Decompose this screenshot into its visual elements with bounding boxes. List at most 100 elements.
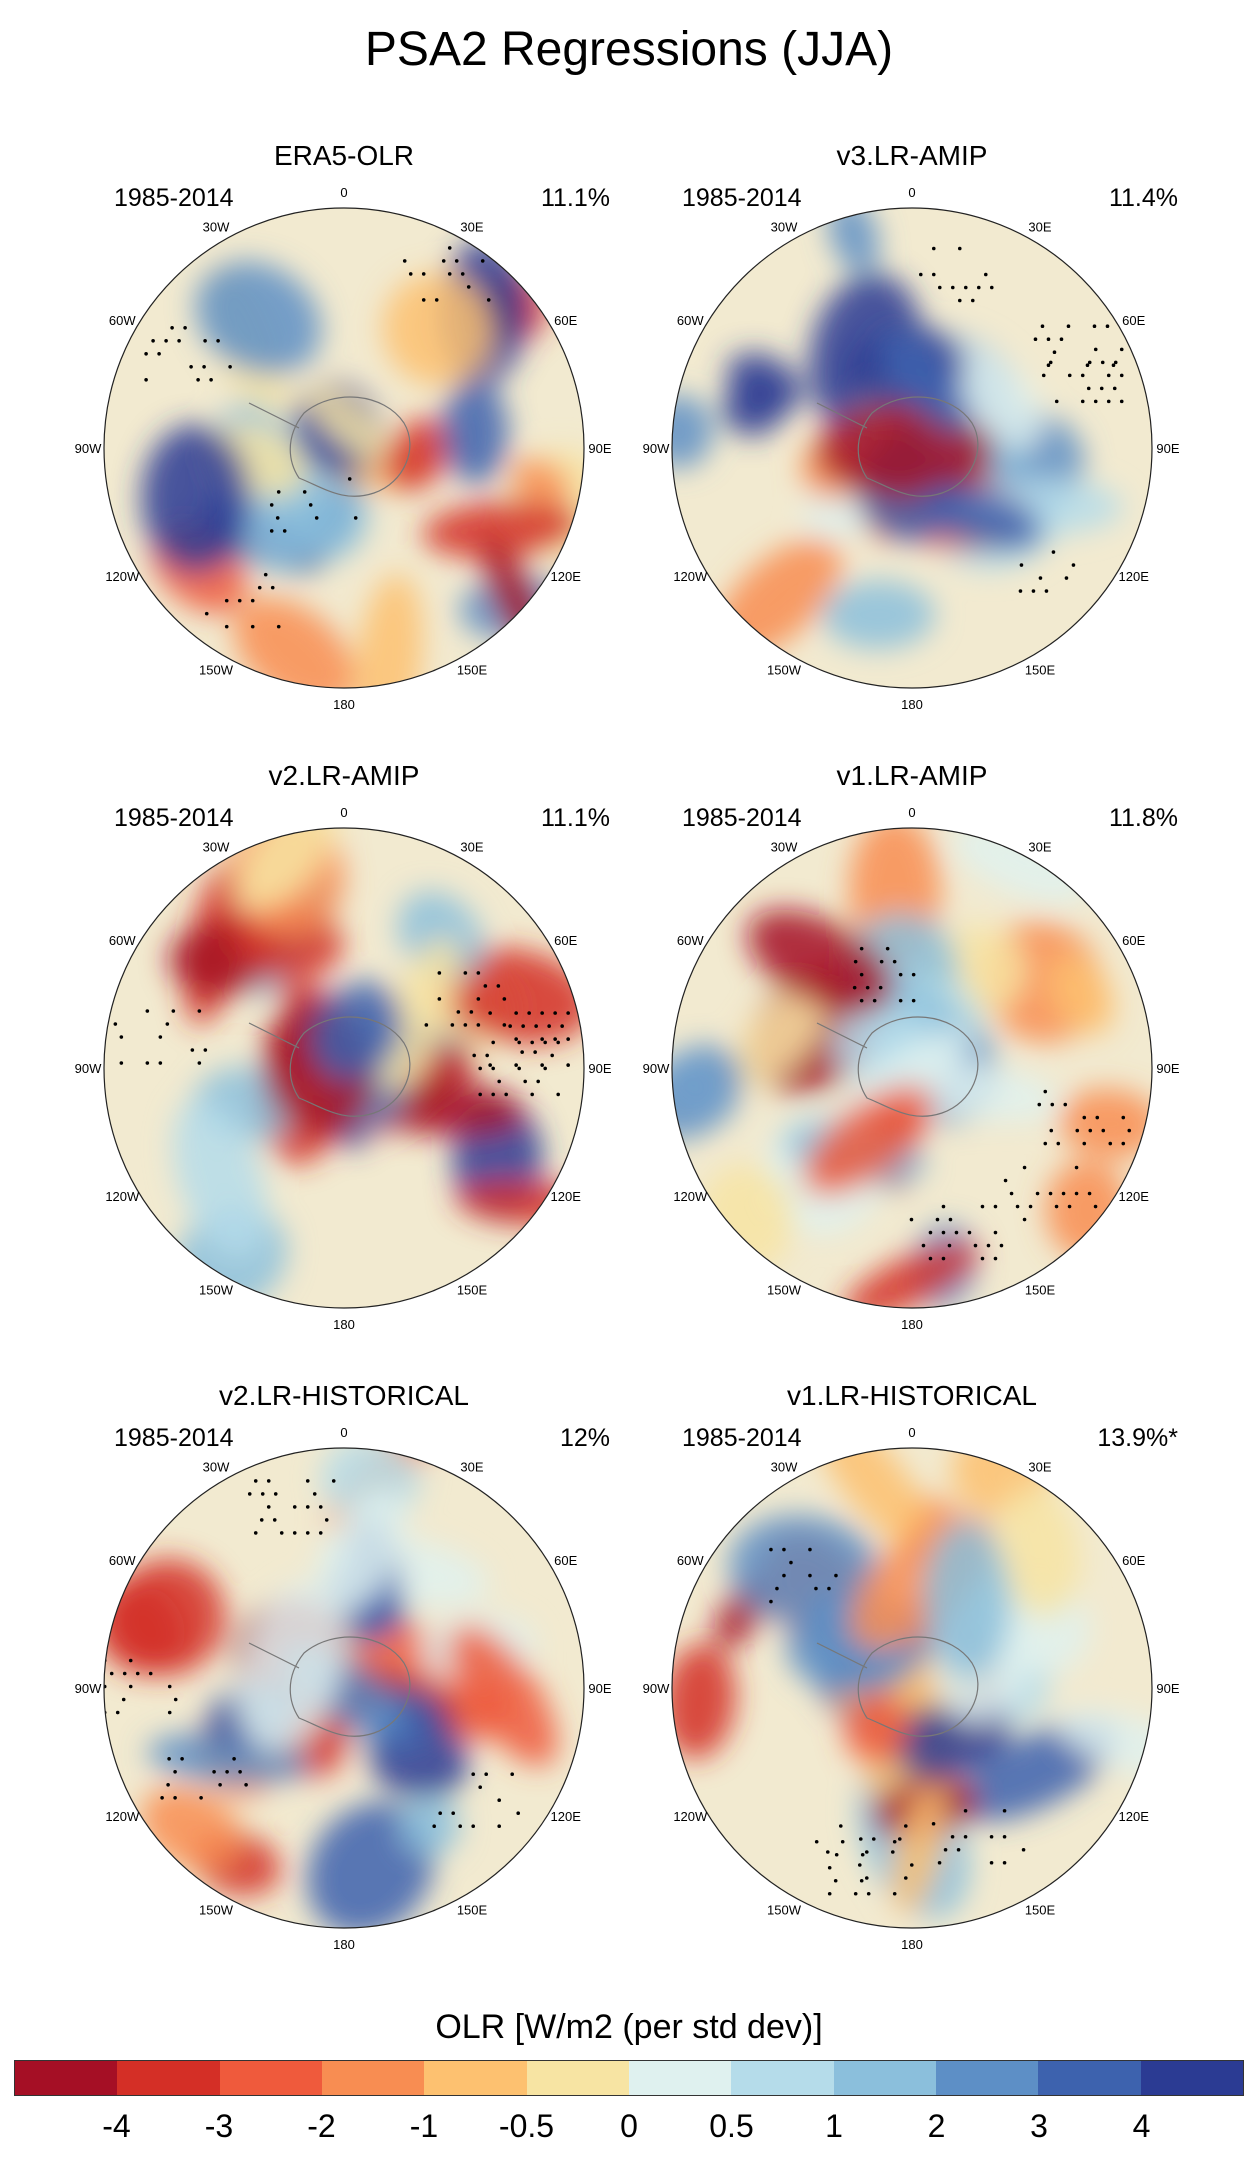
colorbar — [14, 2060, 1244, 2096]
map-boundary — [103, 827, 585, 1309]
panel-title: v2.LR-AMIP — [268, 760, 420, 791]
period-label: 1985-2014 — [114, 804, 234, 832]
longitude-label: 120W — [105, 1189, 140, 1204]
longitude-label: 30E — [1028, 219, 1051, 234]
period-label: 1985-2014 — [682, 804, 802, 832]
polar-map: 0 30E 60E 90E 120E 150E 180 150W 120W 90W 60W 30W — [75, 1425, 612, 1952]
longitude-label: 150E — [1025, 1903, 1056, 1918]
colorbar-swatch — [935, 2061, 1039, 2095]
colorbar-tick-label: -4 — [102, 2108, 131, 2144]
longitude-label: 60W — [677, 1553, 704, 1568]
longitude-label: 150E — [457, 663, 488, 678]
longitude-label: 60E — [554, 313, 577, 328]
longitude-label: 120E — [1119, 1189, 1150, 1204]
longitude-label: 120E — [551, 1809, 582, 1824]
antarctica-coastline — [816, 1016, 979, 1117]
longitude-label: 180 — [333, 1937, 355, 1952]
significance-stippling — [918, 246, 1124, 593]
colorbar-swatch — [1140, 2061, 1243, 2095]
colorbar-swatch — [424, 2061, 527, 2095]
panel-title: v3.LR-AMIP — [836, 140, 988, 171]
colorbar-tick-label: 0 — [620, 2108, 638, 2144]
longitude-label: 60W — [677, 933, 704, 948]
colorbar-swatch — [526, 2061, 629, 2095]
longitude-label: 150W — [199, 663, 234, 678]
colorbar-title: OLR [W/m2 (per std dev)] — [435, 2008, 823, 2046]
panel-title: v1.LR-AMIP — [836, 760, 988, 791]
longitude-label: 0 — [340, 1425, 347, 1440]
colorbar-tick-label: 2 — [927, 2108, 946, 2144]
olr-anomaly-field — [672, 208, 1124, 659]
longitude-label: 90W — [75, 1681, 102, 1696]
longitude-label: 90W — [643, 441, 670, 456]
longitude-label: 60W — [109, 933, 136, 948]
significance-stippling — [113, 971, 570, 1097]
longitude-label: 60E — [1122, 1553, 1145, 1568]
longitude-label: 150E — [1025, 663, 1056, 678]
colorbar-tick-label: 4 — [1132, 2108, 1151, 2144]
longitude-label: 180 — [901, 1937, 923, 1952]
longitude-label: 30W — [771, 839, 798, 854]
colorbar-tick-label: -1 — [409, 2108, 439, 2144]
longitude-label: 30E — [1028, 839, 1051, 854]
longitude-label: 30W — [771, 1459, 798, 1474]
panel-title: v2.LR-HISTORICAL — [219, 1380, 469, 1411]
longitude-label: 150W — [767, 1283, 802, 1298]
map-panel: 0 30E 60E 90E 120E 150E 180 150W 120W 90W 60W 30W v1… — [622, 1380, 1202, 1970]
map-panel: 0 30E 60E 90E 120E 150E 180 150W 120W 90W 60W 30W v1… — [622, 760, 1202, 1350]
longitude-label: 30E — [460, 1459, 483, 1474]
longitude-label: 30W — [203, 1459, 230, 1474]
colorbar-tick-label: 1 — [825, 2108, 843, 2144]
longitude-label: 90E — [588, 1681, 611, 1696]
longitude-label: 90E — [1156, 441, 1179, 456]
longitude-label: 150W — [199, 1903, 234, 1918]
panel-title: v1.LR-HISTORICAL — [787, 1380, 1037, 1411]
panel-title: ERA5-OLR — [273, 140, 415, 171]
map-panel: 0 30E 60E 90E 120E 150E 180 150W 120W 90W 60W 30W ER… — [54, 140, 634, 730]
olr-anomaly-field — [141, 240, 584, 688]
longitude-label: 60W — [109, 313, 136, 328]
colorbar-swatch — [117, 2061, 220, 2095]
longitude-label: 180 — [333, 1317, 355, 1332]
longitude-label: 60E — [1122, 933, 1145, 948]
longitude-label: 180 — [333, 697, 355, 712]
map-boundary — [103, 207, 585, 689]
significance-stippling — [104, 1479, 521, 1828]
longitude-label: 30W — [771, 219, 798, 234]
colorbar-swatch — [15, 2061, 118, 2095]
colorbar-swatch — [1038, 2061, 1141, 2095]
period-label: 1985-2014 — [682, 184, 802, 212]
antarctica-coastline — [248, 1016, 411, 1117]
antarctica-coastline — [816, 1636, 979, 1737]
map-panel: 0 30E 60E 90E 120E 150E 180 150W 120W 90W 60W 30W v2… — [54, 1380, 634, 1970]
map-panel: 0 30E 60E 90E 120E 150E 180 150W 120W 90W 60W 30W v2… — [54, 760, 634, 1350]
colorbar-tick-label: 0.5 — [709, 2108, 754, 2144]
colorbar-swatch — [628, 2061, 732, 2095]
longitude-label: 90E — [1156, 1061, 1179, 1076]
polar-map: 0 30E 60E 90E 120E 150E 180 150W 120W 90W 60W 30W — [643, 805, 1180, 1332]
longitude-label: 120W — [673, 1809, 708, 1824]
olr-anomaly-field — [104, 1448, 558, 1928]
colorbar-tick-label: 3 — [1030, 2108, 1048, 2144]
longitude-label: 90W — [75, 441, 102, 456]
longitude-label: 180 — [901, 697, 923, 712]
map-boundary — [671, 827, 1153, 1309]
longitude-label: 120E — [1119, 569, 1150, 584]
longitude-label: 90W — [75, 1061, 102, 1076]
longitude-label: 150E — [457, 1283, 488, 1298]
longitude-label: 30W — [203, 839, 230, 854]
longitude-label: 30E — [460, 839, 483, 854]
longitude-label: 120E — [551, 1189, 582, 1204]
longitude-label: 150W — [199, 1283, 234, 1298]
polar-map: 0 30E 60E 90E 120E 150E 180 150W 120W 90W 60W 30W — [75, 185, 612, 712]
longitude-label: 90E — [588, 441, 611, 456]
period-label: 1985-2014 — [682, 1424, 802, 1452]
longitude-label: 90E — [588, 1061, 611, 1076]
longitude-label: 180 — [901, 1317, 923, 1332]
colorbar-tick-label: -0.5 — [498, 2108, 555, 2144]
longitude-label: 120W — [105, 1809, 140, 1824]
map-boundary — [671, 207, 1153, 689]
longitude-label: 150W — [767, 1903, 802, 1918]
explained-variance-label: 12% — [559, 1424, 610, 1452]
colorbar-swatch — [219, 2061, 322, 2095]
